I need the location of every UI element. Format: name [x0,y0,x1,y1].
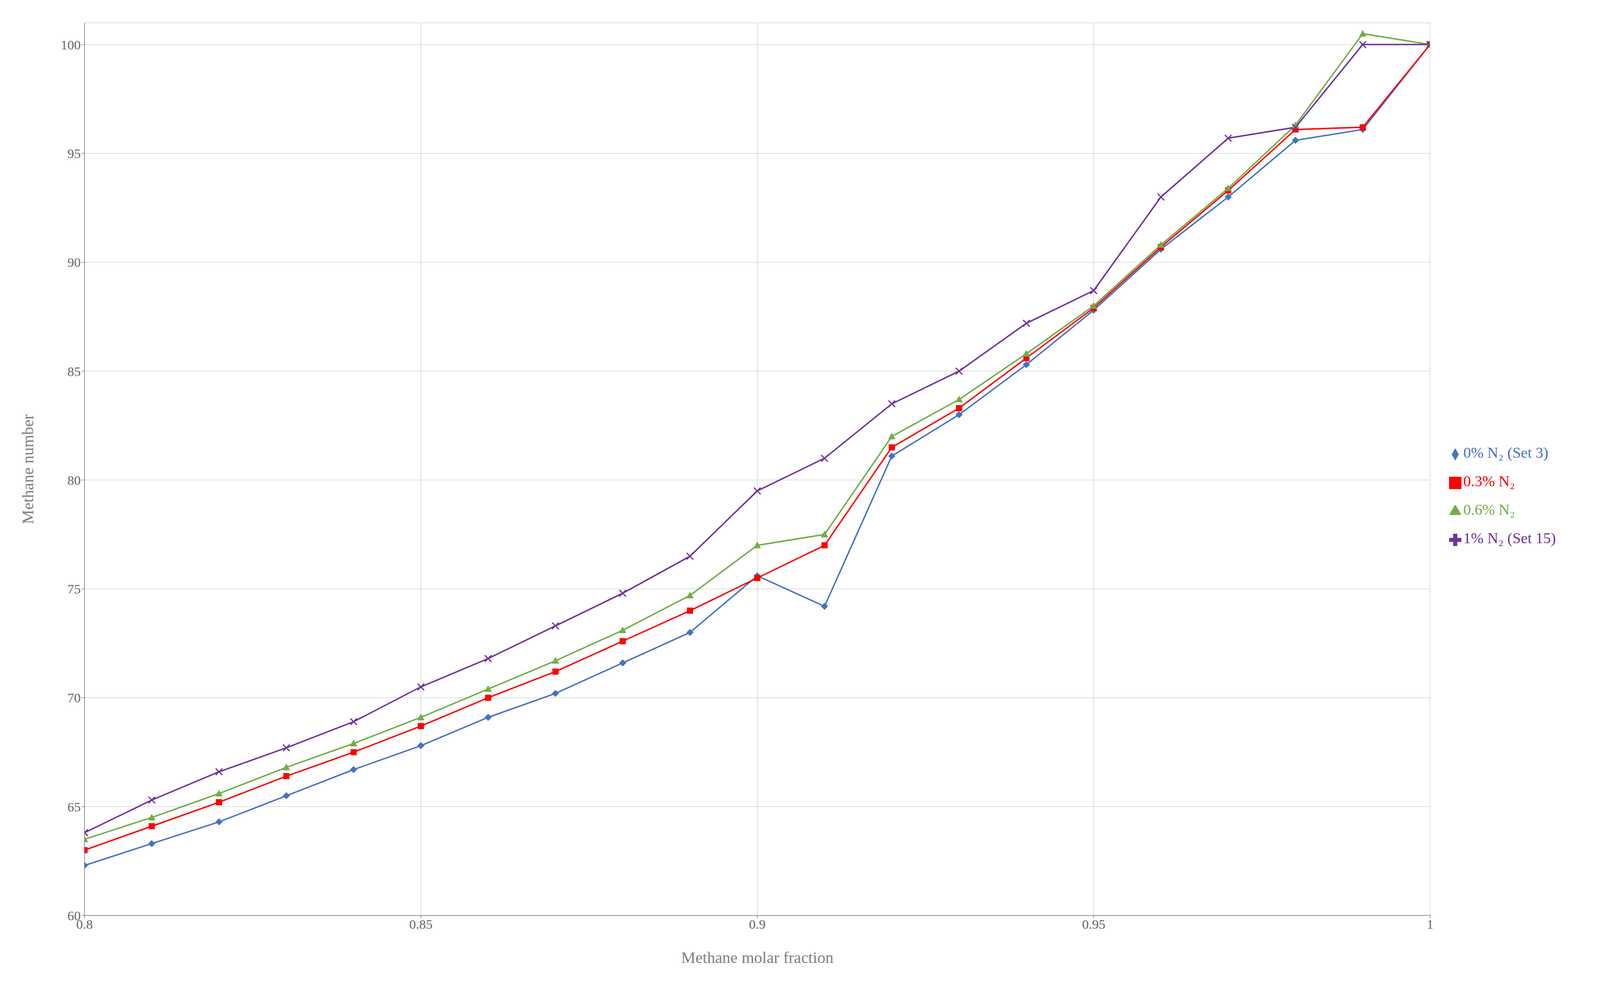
svg-text:85: 85 [67,364,81,379]
svg-text:95: 95 [67,146,81,161]
svg-text:Methane molar fraction: Methane molar fraction [681,948,834,966]
html-text:0.3% N₂: 0.3% N₂ [1463,472,1515,490]
svg-text:100: 100 [60,37,81,53]
svg-text:60: 60 [67,907,81,923]
svg-text:70: 70 [67,690,81,705]
svg-text:0.8: 0.8 [76,916,93,932]
svg-text:0.9: 0.9 [748,916,766,932]
html-text:0% N₂ (Set 3): 0% N₂ (Set 3) [1463,443,1549,461]
svg-text:75: 75 [67,581,81,597]
svg-text:80: 80 [67,472,81,488]
svg-text:Methane number: Methane number [18,413,37,524]
html-text:1% N₂ (Set 15): 1% N₂ (Set 15) [1463,529,1556,547]
svg-text:65: 65 [67,799,81,815]
svg-text:1: 1 [1426,916,1434,932]
svg-text:90: 90 [67,254,81,270]
svg-text:0.95: 0.95 [1082,916,1106,932]
html-text:0.6% N₂: 0.6% N₂ [1463,500,1515,518]
svg-text:0.85: 0.85 [409,916,433,932]
